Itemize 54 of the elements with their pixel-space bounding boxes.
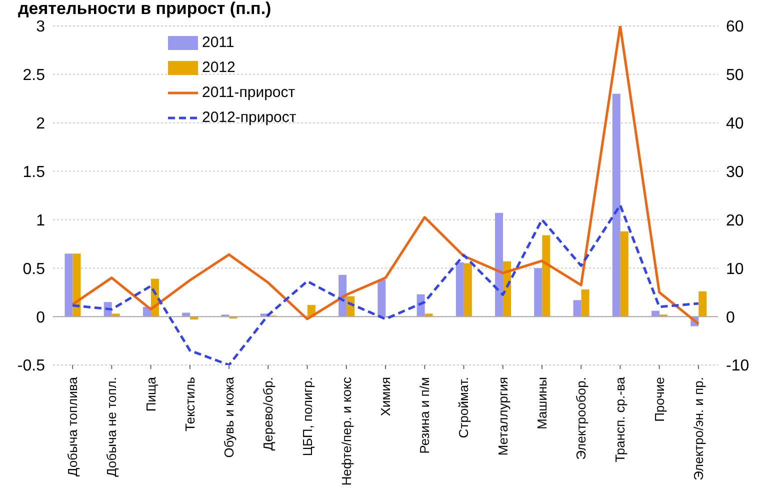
bar [573,300,582,317]
bar [64,254,73,317]
bar [581,289,590,317]
y2-tick-label: 0 [726,309,735,326]
legend-label: 2011 [202,34,234,51]
bar [534,268,542,317]
legend-label: 2012 [202,59,236,76]
x-tick-label: ЦБП, полигр. [300,377,315,456]
x-tick-label: Добыча не топл. [104,377,120,477]
y-tick-label: 1.5 [22,164,46,181]
y2-tick-label: 60 [726,18,744,36]
x-tick-label: Строймат. [456,377,472,438]
x-tick-label: Трансп. ср.-ва [612,376,628,462]
bar [182,312,190,317]
bar [495,212,504,317]
y-tick-label: 2 [36,116,46,133]
y-tick-label: 3 [36,18,46,36]
legend-label: 2012-прирост [202,109,296,126]
bar [698,291,707,317]
bar [542,235,550,317]
bar [456,262,464,317]
x-tick-label: Обувь и кожа [222,376,237,458]
y2-tick-label: -10 [726,358,750,375]
chart-title: деятельности в прирост (п.п.) [18,0,272,18]
line-series [71,204,700,365]
x-tick-label: Резина и п/м [417,376,432,454]
x-tick-label: Прочие [652,377,667,422]
x-tick-label: Химия [378,377,393,416]
bar [612,94,620,317]
y2-tick-label: 50 [726,67,744,84]
y2-tick-label: 20 [726,212,744,230]
x-tick-label: Текстиль [182,376,198,432]
bar [378,280,386,317]
x-tick-label: Добыча топлива [65,376,80,476]
y-tick-label: 0 [36,309,46,326]
y-tick-label: 0.5 [22,260,46,278]
x-tick-label: Металлургия [495,377,510,456]
bar [464,263,472,317]
y-tick-label: 1 [36,212,46,230]
x-tick-label: Пища [143,376,158,412]
x-tick-label: Машины [534,377,550,430]
y2-tick-label: 40 [726,116,744,133]
y2-tick-label: 30 [726,164,744,181]
x-tick-label: Электро/эн. и пр. [690,377,706,480]
x-tick-label: Дерево/обр. [260,377,276,451]
bar [72,254,81,317]
y2-tick-label: 10 [726,260,744,278]
x-tick-label: Нефте/пер. и кокс [338,376,354,486]
legend-label: 2011-прирост [202,84,296,101]
line-series [71,26,700,326]
y-tick-label: -0.5 [17,358,46,375]
x-tick-label: Электрообор. [574,377,589,460]
y-tick-label: 2.5 [22,67,46,84]
bar [620,231,628,317]
